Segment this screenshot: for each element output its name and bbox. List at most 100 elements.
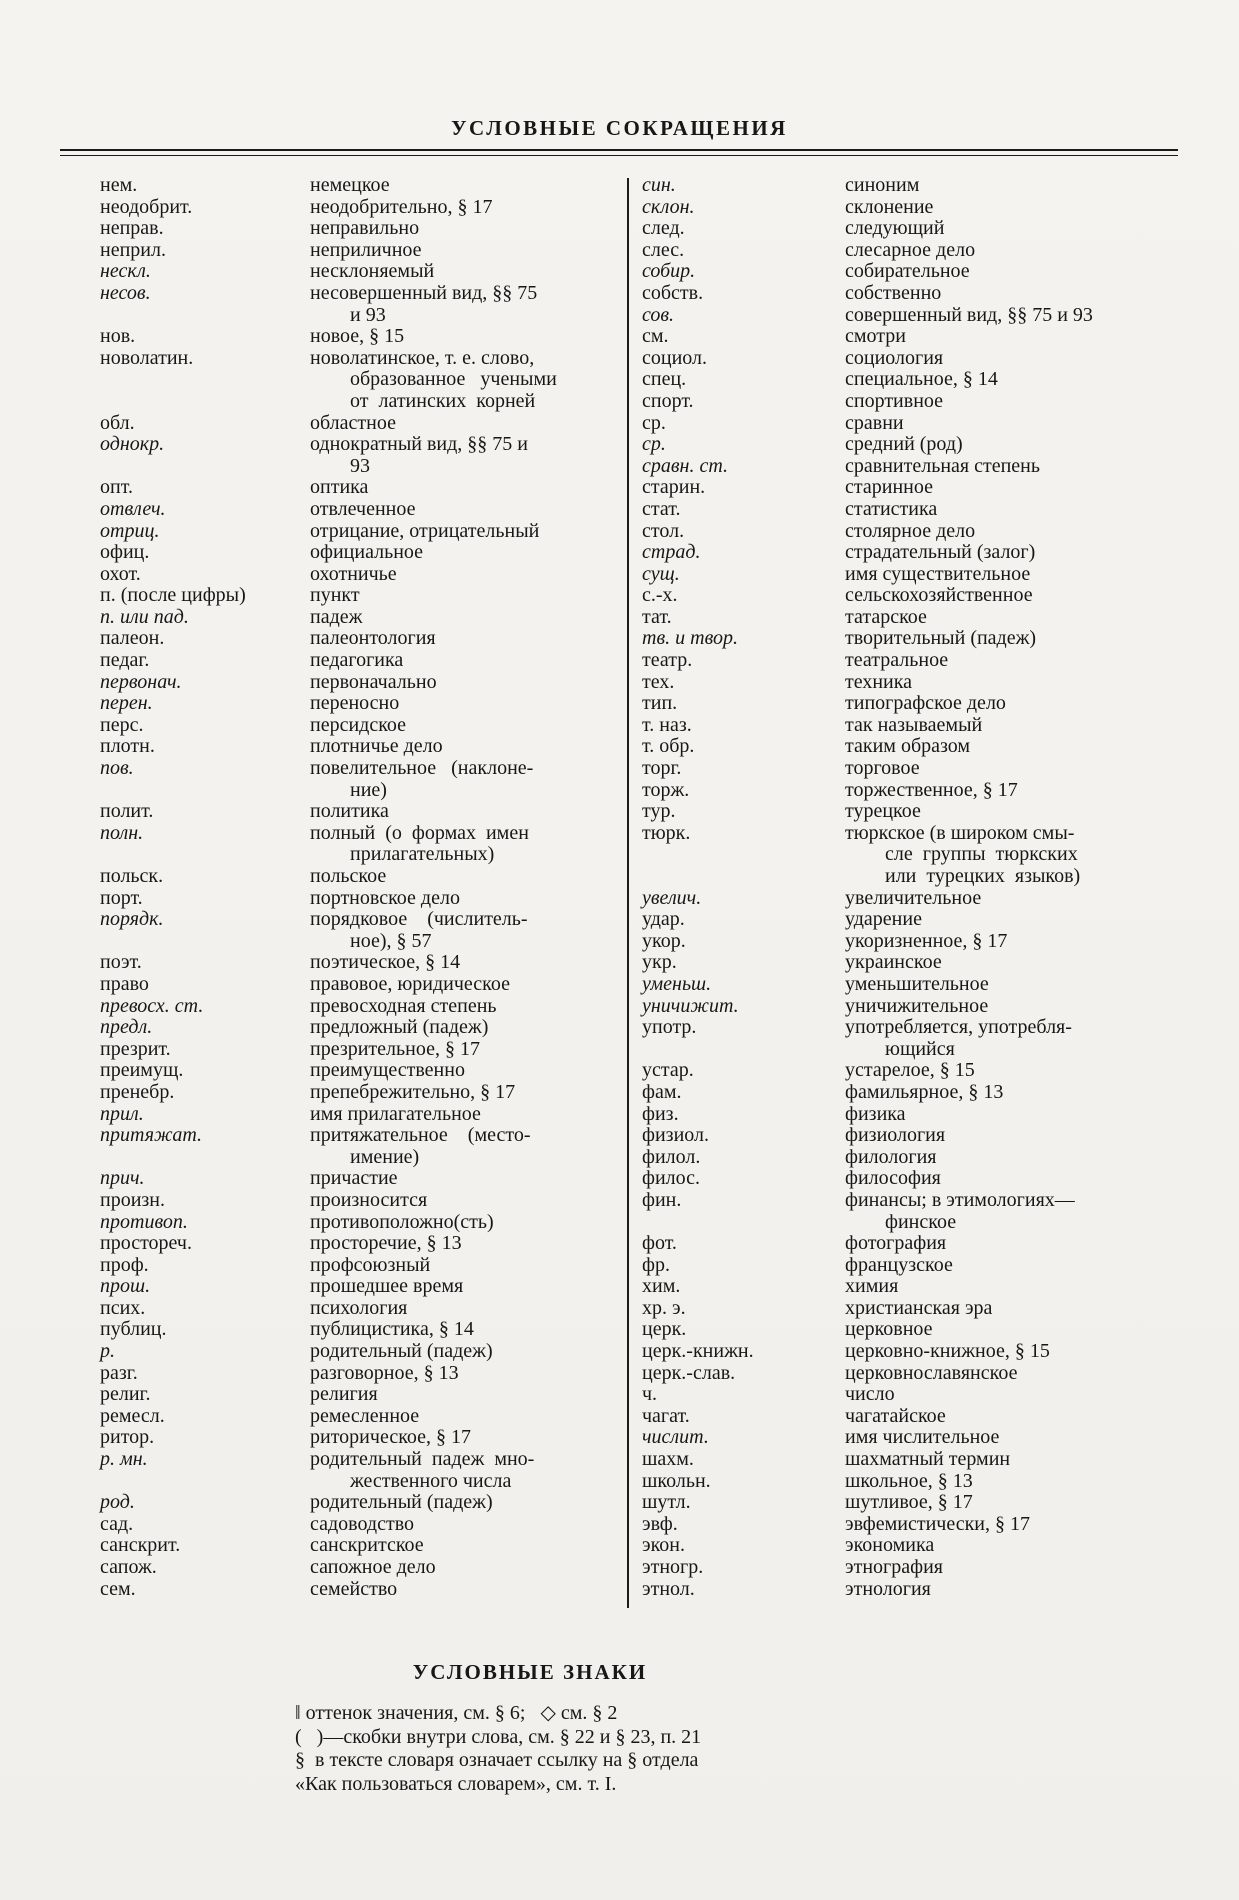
abbrev-definition: синоним: [845, 174, 920, 196]
abbrev-entry: пренебр. препебрежительно, § 17: [100, 1080, 627, 1104]
abbrev-definition: портновское дело: [310, 886, 460, 909]
abbrev-term: числит.: [642, 1426, 709, 1449]
abbrev-definition: уничижительное: [845, 994, 989, 1017]
abbrev-entry: устар. устарелое, § 15: [642, 1060, 1168, 1082]
abbrev-definition: порядковое (числитель-ное), § 57: [310, 908, 528, 952]
abbrev-definition: препебрежительно, § 17: [310, 1080, 516, 1103]
abbrev-entry: притяжат. притяжательное (место-имение): [100, 1125, 627, 1168]
abbrev-term: см.: [642, 325, 669, 348]
abbrev-entry: увелич. увеличительное: [642, 887, 1168, 910]
abbrev-definition: педагогика: [310, 649, 404, 672]
abbrev-definition: предложный (падеж): [310, 1016, 489, 1039]
abbrev-term: п. или пад.: [100, 605, 189, 628]
abbrev-term: нов.: [100, 325, 136, 348]
abbrev-term: прош.: [100, 1275, 151, 1298]
abbrev-entry: физ. физика: [642, 1103, 1168, 1126]
abbrev-entry: опт. оптика: [100, 477, 627, 499]
abbrev-entry: склон. склонение: [642, 196, 1168, 219]
title-double-rule: [60, 149, 1178, 156]
abbrev-definition: этнология: [845, 1577, 931, 1600]
abbrev-entry: преимущ. преимущественно: [100, 1060, 627, 1082]
abbrev-term: пов.: [100, 757, 134, 780]
abbrev-term: сов.: [642, 303, 675, 326]
abbrev-term: ритор.: [100, 1426, 155, 1449]
abbrev-entry: т. наз. так называемый: [642, 714, 1168, 737]
abbrev-entry: физиол. физиология: [642, 1125, 1168, 1147]
abbrev-definition: разговорное, § 13: [310, 1361, 459, 1384]
abbrev-term: хр. э.: [642, 1296, 686, 1319]
abbrev-entry: неприл. неприличное: [100, 239, 627, 262]
abbrev-entry: этнол. этнология: [642, 1577, 1168, 1601]
abbrev-term: сад.: [100, 1512, 134, 1535]
abbrev-term: фот.: [642, 1232, 677, 1255]
abbrev-term: пренебр.: [100, 1080, 175, 1103]
abbrev-definition: родительный (падеж): [310, 1491, 493, 1514]
abbrev-definition: новое, § 15: [310, 325, 405, 348]
abbrev-entry: обл. областное: [100, 411, 627, 435]
abbrev-term: псих.: [100, 1296, 146, 1319]
abbrev-entry: санскрит. санскритское: [100, 1535, 627, 1557]
abbrev-term: отриц.: [100, 519, 160, 542]
abbrev-term: тюрк.: [642, 821, 691, 844]
abbrev-definition: несовершенный вид, §§ 75 и 93: [310, 281, 538, 326]
abbrev-definition: религия: [310, 1383, 378, 1406]
abbrev-entry: удар. ударение: [642, 909, 1168, 931]
abbrev-entry: школьн. школьное, § 13: [642, 1469, 1168, 1493]
abbrev-entry: польск. польское: [100, 865, 627, 888]
abbrev-entry: первонач. первоначально: [100, 671, 627, 694]
abbrev-definition: украинское: [845, 951, 942, 974]
abbrev-definition: смотри: [845, 325, 906, 348]
abbrev-term: публиц.: [100, 1318, 167, 1341]
abbrev-definition: сравнительная степень: [845, 454, 1040, 477]
abbreviations-left-column: нем. немецкое неодобрит. неодобрительно, § …: [88, 174, 627, 1600]
abbrev-term: плотн.: [100, 735, 155, 758]
abbrev-definition: собирательное: [845, 260, 970, 283]
abbrev-entry: право правовое, юридическое: [100, 973, 627, 996]
abbrev-definition: шутливое, § 17: [845, 1491, 973, 1514]
abbrev-definition: школьное, § 13: [845, 1469, 973, 1492]
signs-section: УСЛОВНЫЕ ЗНАКИ ‖ оттенок значения, см. §…: [295, 1660, 765, 1796]
abbrev-definition: физиология: [845, 1124, 946, 1147]
abbrev-definition: психология: [310, 1296, 408, 1319]
abbrev-entry: хр. э. христианская эра: [642, 1296, 1168, 1320]
abbrev-definition: областное: [310, 411, 396, 434]
abbrev-definition: персидское: [310, 713, 407, 736]
abbrev-term: с.-х.: [642, 584, 678, 607]
signs-line: § в тексте словаря означает ссылку на § …: [295, 1749, 699, 1772]
abbrev-definition: санскритское: [310, 1534, 424, 1557]
abbrev-entry: р. мн. родительный падеж мно-жественного …: [100, 1448, 627, 1492]
abbrev-term: разг.: [100, 1361, 138, 1384]
abbrev-definition: турецкое: [845, 800, 921, 823]
abbrev-term: ремесл.: [100, 1404, 165, 1427]
abbrev-definition: отрицание, отрицательный: [310, 519, 540, 542]
abbrev-definition: тюркское (в широком смы-сле группы тюркс…: [845, 821, 1081, 887]
abbrev-definition: средний (род): [845, 433, 963, 456]
abbrev-entry: поэт. поэтическое, § 14: [100, 952, 627, 974]
abbrev-term: уменьш.: [642, 972, 712, 995]
abbrev-definition: ударение: [845, 908, 922, 931]
abbrev-entry: числит. имя числительное: [642, 1427, 1168, 1449]
abbrev-term: удар.: [642, 908, 685, 931]
abbrev-entry: п. или пад. падеж: [100, 605, 627, 629]
abbrev-entry: собств. собственно: [642, 282, 1168, 305]
abbrev-definition: семейство: [310, 1577, 398, 1600]
abbrev-term: сем.: [100, 1577, 136, 1600]
abbrev-definition: неодобрительно, § 17: [310, 195, 493, 218]
abbrev-definition: эвфемистически, § 17: [845, 1512, 1031, 1535]
abbrev-definition: имя числительное: [845, 1426, 1000, 1449]
abbrev-term: произн.: [100, 1188, 166, 1211]
abbrev-definition: церковнославянское: [845, 1361, 1018, 1384]
abbrev-definition: шахматный термин: [845, 1448, 1011, 1471]
abbrev-entry: превосх. ст. превосходная степень: [100, 995, 627, 1018]
abbrev-term: род.: [100, 1491, 135, 1514]
abbrev-term: укор.: [642, 929, 686, 952]
abbrev-term: стат.: [642, 497, 681, 520]
abbrev-definition: уменьшительное: [845, 972, 989, 995]
abbrev-entry: филос. философия: [642, 1168, 1168, 1190]
abbrev-term: простореч.: [100, 1232, 192, 1255]
abbrev-definition: финансы; в этимологиях— финское: [845, 1188, 1075, 1233]
abbrev-term: собир.: [642, 260, 696, 283]
abbrev-definition: филология: [845, 1145, 937, 1168]
abbrev-definition: церковно-книжное, § 15: [845, 1340, 1050, 1363]
abbrev-definition: причастие: [310, 1167, 398, 1190]
